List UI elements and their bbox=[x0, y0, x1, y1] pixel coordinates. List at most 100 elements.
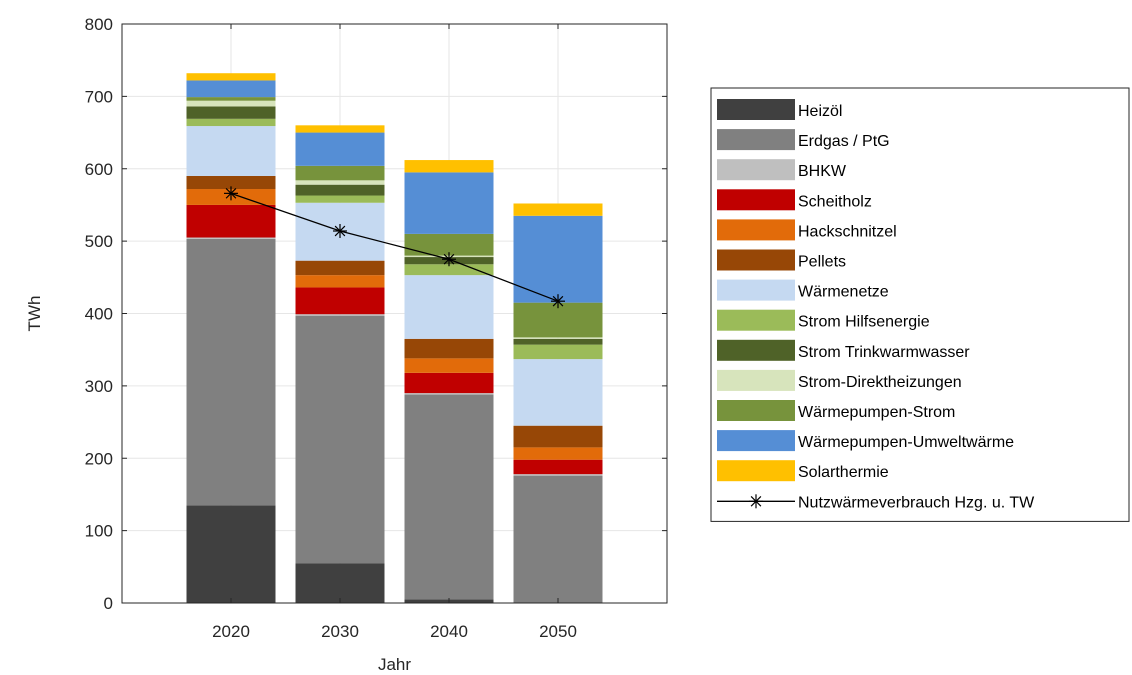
bar-segment-2030-12 bbox=[295, 125, 385, 133]
y-tick-label-3: 300 bbox=[85, 377, 113, 396]
bar-segment-2020-10 bbox=[186, 97, 276, 101]
bar-segment-2030-11 bbox=[295, 132, 385, 166]
bar-segment-2030-3 bbox=[295, 287, 385, 315]
bar-segment-2040-1 bbox=[404, 394, 494, 600]
y-tick-label-4: 400 bbox=[85, 305, 113, 324]
bar-segment-2030-1 bbox=[295, 315, 385, 564]
legend-label-2: BHKW bbox=[798, 163, 847, 180]
bar-segment-2050-10 bbox=[513, 302, 603, 338]
legend-label-0: Heizöl bbox=[798, 103, 842, 120]
bar-segment-2050-2 bbox=[513, 474, 603, 476]
bar-segment-2040-11 bbox=[404, 172, 494, 234]
y-tick-label-8: 800 bbox=[85, 15, 113, 34]
bar-segment-2040-2 bbox=[404, 393, 494, 395]
bar-segment-2040-6 bbox=[404, 275, 494, 339]
bar-segment-2040-7 bbox=[404, 264, 494, 276]
legend-label-12: Solarthermie bbox=[798, 464, 889, 481]
legend-label-8: Strom Trinkwarmwasser bbox=[798, 344, 970, 361]
y-tick-label-7: 700 bbox=[85, 87, 113, 106]
legend-line-marker bbox=[749, 494, 763, 509]
y-tick-label-5: 500 bbox=[85, 232, 113, 251]
bar-segment-2050-9 bbox=[513, 337, 603, 339]
x-tick-label-2050: 2050 bbox=[539, 622, 577, 641]
demand-marker-2020 bbox=[224, 186, 238, 201]
bar-segment-2030-7 bbox=[295, 195, 385, 203]
bar-segment-2050-4 bbox=[513, 447, 603, 460]
legend-label-1: Erdgas / PtG bbox=[798, 133, 890, 150]
bar-segment-2030-5 bbox=[295, 260, 385, 276]
bar-segment-2040-3 bbox=[404, 372, 494, 394]
bar-segment-2050-7 bbox=[513, 344, 603, 360]
bar-segment-2040-12 bbox=[404, 160, 494, 173]
x-axis-ticks: 2020 2030 2040 2050 bbox=[212, 24, 577, 641]
legend-swatch-6 bbox=[717, 279, 795, 301]
demand-marker-2030 bbox=[333, 223, 347, 238]
bar-segment-2050-3 bbox=[513, 459, 603, 475]
bar-segment-2030-4 bbox=[295, 275, 385, 288]
legend-label-6: Wärmenetze bbox=[798, 284, 889, 301]
demand-marker-2040 bbox=[442, 252, 456, 267]
legend: Heizöl Erdgas / PtG BHKW Scheitholz Hackschn… bbox=[710, 87, 1130, 522]
bar-segment-2040-5 bbox=[404, 338, 494, 359]
bar-segment-2030-8 bbox=[295, 184, 385, 196]
bar-segment-2030-2 bbox=[295, 314, 385, 316]
bar-segment-2050-11 bbox=[513, 215, 603, 303]
bar-segment-2030-0 bbox=[295, 563, 385, 603]
bar-segment-2020-1 bbox=[186, 238, 276, 506]
legend-label-4: Hackschnitzel bbox=[798, 223, 897, 240]
bar-segment-2050-6 bbox=[513, 359, 603, 426]
legend-swatch-10 bbox=[717, 400, 795, 421]
bar-segment-2050-5 bbox=[513, 425, 603, 448]
legend-swatch-8 bbox=[717, 339, 795, 361]
bar-segment-2020-12 bbox=[186, 73, 276, 81]
legend-label-9: Strom-Direktheizungen bbox=[798, 374, 962, 391]
bar-segment-2030-10 bbox=[295, 165, 385, 181]
bar-segment-2040-10 bbox=[404, 233, 494, 256]
stacked-bars bbox=[186, 73, 603, 603]
bar-segment-2020-7 bbox=[186, 118, 276, 127]
bar-segment-2020-0 bbox=[186, 505, 276, 603]
bar-segment-2030-9 bbox=[295, 180, 385, 185]
bar-segment-2020-8 bbox=[186, 106, 276, 119]
legend-label-3: Scheitholz bbox=[798, 193, 872, 210]
legend-label-line: Nutzwärmeverbrauch Hzg. u. TW bbox=[798, 494, 1035, 511]
legend-label-7: Strom Hilfsenergie bbox=[798, 314, 930, 331]
x-tick-label-2030: 2030 bbox=[321, 622, 359, 641]
y-tick-label-2: 200 bbox=[85, 449, 113, 468]
bar-segment-2020-6 bbox=[186, 126, 276, 176]
bar-segment-2020-11 bbox=[186, 80, 276, 98]
legend-swatch-7 bbox=[717, 309, 795, 331]
bar-segment-2050-12 bbox=[513, 203, 603, 216]
legend-swatch-9 bbox=[717, 369, 795, 391]
bar-segment-2020-5 bbox=[186, 175, 276, 190]
legend-swatch-12 bbox=[717, 460, 795, 482]
demand-line bbox=[224, 186, 565, 309]
y-axis-label: TWh bbox=[25, 296, 44, 332]
x-tick-label-2040: 2040 bbox=[430, 622, 468, 641]
bar-segment-2040-4 bbox=[404, 358, 494, 373]
demand-marker-2050 bbox=[551, 294, 565, 309]
legend-box bbox=[710, 87, 1130, 522]
legend-label-11: Wärmepumpen-Umweltwärme bbox=[798, 434, 1014, 451]
y-tick-label-0: 0 bbox=[104, 594, 113, 613]
legend-label-10: Wärmepumpen-Strom bbox=[798, 404, 955, 421]
y-tick-label-6: 600 bbox=[85, 160, 113, 179]
x-tick-label-2020: 2020 bbox=[212, 622, 250, 641]
legend-swatch-2 bbox=[717, 159, 795, 181]
legend-swatch-4 bbox=[717, 219, 795, 241]
bar-segment-2020-3 bbox=[186, 204, 276, 238]
bar-segment-2050-1 bbox=[513, 475, 603, 603]
legend-swatch-11 bbox=[717, 430, 795, 452]
demand-line-path bbox=[230, 192, 559, 302]
bar-segment-2020-2 bbox=[186, 237, 276, 239]
legend-swatch-5 bbox=[717, 249, 795, 271]
legend-swatch-0 bbox=[717, 99, 795, 120]
y-axis-ticks: 0 100 200 300 400 500 600 700 800 bbox=[85, 15, 667, 613]
y-tick-label-1: 100 bbox=[85, 522, 113, 541]
legend-swatch-3 bbox=[717, 189, 795, 211]
legend-label-5: Pellets bbox=[798, 254, 846, 271]
bar-segment-2050-8 bbox=[513, 338, 603, 345]
bar-segment-2020-9 bbox=[186, 100, 276, 107]
x-axis-label: Jahr bbox=[378, 655, 411, 674]
